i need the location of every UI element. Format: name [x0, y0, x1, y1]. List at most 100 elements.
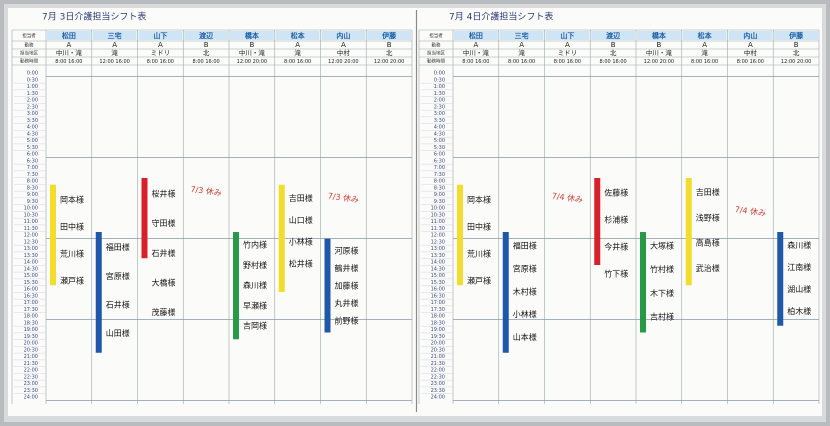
resident-name: 石井様 — [152, 248, 176, 258]
resident-name: 岡本様 — [60, 194, 84, 204]
time-label: 1:30 — [434, 91, 445, 97]
board-title: 7月 3日介護担当シフト表 — [42, 11, 146, 23]
resident-name: 山田様 — [106, 328, 130, 338]
magnet-bar — [95, 232, 102, 353]
time-label: 23:30 — [431, 388, 445, 394]
area: 北 — [386, 49, 393, 57]
area: 中村 — [744, 48, 758, 57]
time-label: 8:30 — [434, 185, 445, 191]
time-label: 12:30 — [24, 239, 38, 245]
resident-name: 吉岡様 — [243, 321, 267, 331]
time-label: 11:00 — [24, 219, 38, 225]
time-label: 12:00 — [431, 233, 445, 239]
resident-name: 今井様 — [604, 242, 628, 252]
resident-name: 守田様 — [152, 218, 176, 228]
magnet-bar — [50, 184, 56, 286]
time-label: 20:30 — [24, 347, 38, 353]
magnet-bar — [233, 232, 239, 340]
time-label: 7:30 — [434, 172, 445, 178]
resident-name: 森川様 — [243, 280, 267, 290]
board-surface — [8, 8, 822, 416]
area: 滝 — [294, 48, 301, 57]
time-label: 22:00 — [24, 368, 38, 374]
time-label: 18:00 — [24, 314, 38, 320]
shift: A — [702, 41, 707, 49]
time-label: 19:30 — [431, 334, 445, 340]
staff-name-cell — [728, 31, 773, 40]
resident-name: 山本様 — [513, 332, 537, 342]
shift: A — [158, 41, 163, 49]
shift: B — [611, 41, 616, 49]
time-label: 15:00 — [431, 273, 445, 279]
time-label: 3:00 — [434, 111, 445, 117]
resident-name: 前野様 — [335, 316, 359, 326]
time-label: 1:00 — [434, 84, 445, 90]
resident-name: 荒川様 — [60, 248, 84, 258]
staff-name: 松本 — [291, 31, 305, 40]
staff-name-cell — [92, 31, 137, 40]
time-label: 12:00 — [24, 233, 38, 239]
time-label: 6:00 — [27, 152, 38, 158]
magnet-bar — [640, 232, 646, 333]
staff-name-cell — [47, 31, 91, 40]
shift: A — [112, 41, 117, 49]
staff-name: 内山 — [743, 31, 757, 40]
resident-name: 竹村様 — [650, 264, 674, 274]
staff-name-cell — [454, 31, 498, 40]
time-label: 13:30 — [431, 253, 445, 259]
row-label: 担当地区 — [20, 50, 38, 57]
area: 中川・滝 — [56, 48, 83, 57]
time-label: 3:30 — [27, 118, 38, 124]
time-label: 9:30 — [434, 199, 445, 205]
time-label: 7:00 — [27, 165, 38, 171]
shift: A — [565, 41, 570, 49]
time-label: 17:00 — [24, 300, 38, 306]
time-label: 22:30 — [431, 374, 445, 380]
time-label: 15:30 — [24, 280, 38, 286]
time-label: 19:00 — [431, 327, 445, 333]
time-label: 12:30 — [431, 239, 445, 245]
staff-name-cell — [591, 31, 635, 40]
time-label: 23:00 — [431, 381, 445, 387]
hours: 8:00 16:00 — [193, 59, 220, 65]
resident-name: 茂藤様 — [152, 307, 176, 317]
hours: 12:00 20:00 — [374, 59, 404, 65]
time-label: 4:30 — [27, 131, 38, 137]
staff-name: 三宅 — [515, 31, 529, 40]
handwritten-note: 7/4 休み — [734, 204, 767, 218]
time-label: 19:00 — [24, 327, 38, 333]
resident-name: 早瀬様 — [243, 300, 267, 310]
staff-name: 内山 — [336, 31, 350, 40]
time-label: 3:00 — [27, 111, 38, 117]
resident-name: 山口様 — [289, 215, 313, 225]
time-label: 10:00 — [24, 206, 38, 212]
staff-name: 松本 — [698, 31, 712, 40]
resident-name: 岡本様 — [467, 194, 491, 204]
staff-name: 渡辺 — [199, 31, 213, 40]
resident-name: 宮原様 — [106, 271, 130, 281]
resident-name: 杉浦様 — [604, 215, 628, 225]
staff-name: 松田 — [469, 31, 483, 40]
shift: B — [204, 41, 209, 49]
area: 中川・滝 — [239, 48, 266, 57]
time-label: 8:30 — [27, 185, 38, 191]
resident-name: 江南様 — [787, 262, 811, 272]
hours: 8:00 16:00 — [462, 59, 489, 65]
board-title: 7月 4日介護担当シフト表 — [449, 11, 553, 23]
hours: 8:00 16:00 — [284, 59, 311, 65]
time-label: 8:00 — [27, 179, 38, 185]
shift: A — [295, 41, 300, 49]
staff-name-cell — [774, 31, 818, 40]
resident-name: 瀬戸様 — [60, 275, 84, 285]
resident-name: 宮原様 — [513, 263, 537, 273]
hours: 12:00 20:00 — [237, 59, 267, 65]
row-label: 勤務 — [25, 42, 34, 49]
time-label: 24:00 — [24, 395, 38, 401]
shift: A — [66, 41, 71, 49]
resident-name: 桜井様 — [152, 188, 176, 198]
shift: A — [519, 41, 524, 49]
area: 北 — [793, 49, 800, 57]
time-label: 1:30 — [27, 91, 38, 97]
magnet-bar — [141, 178, 148, 259]
hours: 12:00 16:00 — [99, 59, 129, 65]
